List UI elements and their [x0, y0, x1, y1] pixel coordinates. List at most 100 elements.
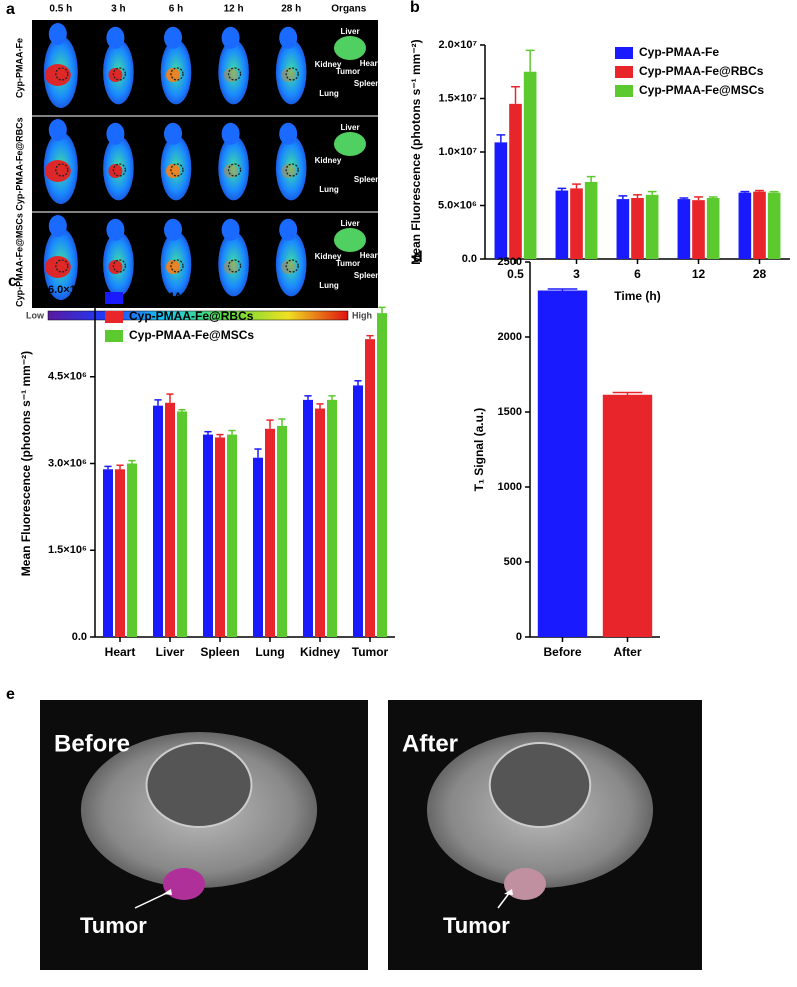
y-tick-label: 1.5×10⁶ [48, 544, 87, 556]
tumor-roi [55, 259, 69, 273]
mouse-head [221, 218, 240, 241]
signal [108, 164, 123, 178]
bar [215, 437, 225, 637]
legend-label: Cyp-PMAA-Fe [639, 45, 719, 59]
bar [203, 434, 213, 637]
mouse-head [279, 122, 298, 145]
colorbar-high: High [352, 310, 372, 320]
organ-label: Lung [319, 185, 339, 194]
y-tick-label: 500 [504, 556, 522, 568]
x-tick-label: 6 [634, 267, 641, 281]
mouse-head [164, 218, 182, 241]
x-tick-label: 28 [753, 267, 767, 281]
tumor-roi [227, 259, 242, 273]
bar [602, 394, 653, 637]
bar [253, 457, 263, 637]
column-header: 0.5 h [49, 4, 72, 15]
bar [738, 192, 752, 259]
bar [494, 142, 508, 259]
organ-label: Kidney [315, 60, 342, 69]
y-tick-label: 1.0×10⁷ [439, 146, 478, 158]
organ-label: Spleen [354, 79, 380, 88]
tumor-roi [112, 67, 127, 81]
bar [570, 188, 583, 259]
signal [44, 64, 71, 86]
signal [223, 68, 238, 82]
bar [767, 192, 781, 259]
signal [44, 256, 71, 278]
organ-label: Lung [319, 89, 339, 98]
organ-label: Heart [360, 59, 381, 68]
bar [584, 181, 598, 259]
legend-swatch [105, 311, 123, 323]
bar [706, 198, 720, 259]
tumor-roi [285, 163, 299, 177]
legend-swatch [615, 66, 633, 78]
x-tick-label: Heart [105, 645, 136, 659]
mri-organ [145, 742, 253, 828]
bar [365, 339, 375, 637]
mouse-head [48, 119, 67, 141]
x-tick-label: Lung [255, 645, 284, 659]
bar [327, 399, 337, 637]
signal [281, 68, 296, 82]
arrow-head [163, 889, 172, 895]
image-title: Before [54, 730, 130, 757]
bar [127, 463, 137, 637]
legend-swatch [105, 292, 123, 304]
signal [44, 160, 71, 182]
x-tick-label: Spleen [200, 645, 239, 659]
tumor-roi [170, 67, 184, 81]
bar [103, 469, 113, 637]
bar [227, 434, 237, 637]
organ-label: Kidney [315, 156, 342, 165]
organ-liver [334, 228, 366, 252]
mouse-body [218, 39, 249, 105]
x-tick-label: 12 [692, 267, 706, 281]
mouse-body [218, 135, 249, 201]
bar [631, 198, 644, 259]
legend-swatch [615, 47, 633, 59]
signal [166, 68, 180, 82]
arrow-head [504, 889, 513, 895]
row-label: Cyp-PMAA-Fe@RBCs [14, 117, 24, 210]
organ-label: Liver [340, 123, 359, 132]
mouse-head [106, 122, 125, 145]
mouse-head [164, 122, 182, 145]
panel-label: b [410, 0, 420, 16]
tumor-region [163, 868, 205, 900]
panel-label: c [8, 273, 17, 290]
mouse-head [221, 26, 240, 49]
tumor-roi [285, 67, 299, 81]
y-axis-title: Mean Fluorescence (photons s⁻¹ mm⁻²) [19, 351, 33, 576]
y-tick-label: 0.0 [462, 253, 477, 265]
legend-label: Cyp-PMAA-Fe@MSCs [129, 328, 254, 342]
x-tick-label: 3 [573, 267, 580, 281]
y-axis-title: T₁ Signal (a.u.) [472, 408, 486, 492]
mouse-head [48, 23, 67, 45]
legend-label: Cyp-PMAA-Fe@RBCs [639, 64, 764, 78]
x-tick-label: After [613, 645, 641, 659]
tumor-roi [55, 67, 69, 81]
bar [165, 402, 175, 637]
organ-liver [334, 132, 366, 156]
signal [108, 260, 123, 274]
signal [108, 68, 123, 82]
bar [377, 313, 387, 637]
mouse-body [275, 231, 307, 297]
x-axis-title: Time (h) [614, 289, 660, 303]
signal [166, 164, 180, 178]
mouse-body [275, 39, 307, 105]
column-header: Organs [331, 4, 366, 15]
mouse-head [221, 122, 240, 145]
panel-label: d [413, 249, 423, 266]
tumor-region [504, 868, 546, 900]
mouse-head [48, 215, 67, 237]
image-background [32, 20, 378, 308]
organ-label: Spleen [354, 271, 380, 280]
signal [166, 260, 180, 274]
colorbar [47, 310, 349, 321]
organ-label: Liver [340, 219, 359, 228]
bar [315, 408, 325, 637]
